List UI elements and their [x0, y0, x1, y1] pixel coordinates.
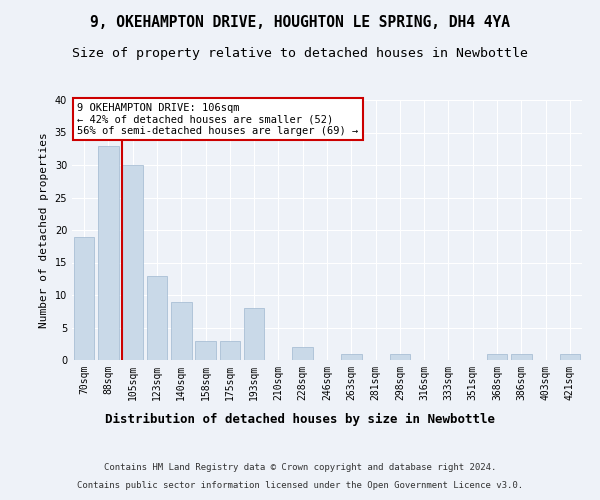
Bar — [244, 308, 265, 360]
Bar — [389, 354, 410, 360]
Bar — [98, 146, 119, 360]
Text: 9 OKEHAMPTON DRIVE: 106sqm
← 42% of detached houses are smaller (52)
56% of semi: 9 OKEHAMPTON DRIVE: 106sqm ← 42% of deta… — [77, 102, 358, 136]
Bar — [146, 276, 167, 360]
Text: Contains HM Land Registry data © Crown copyright and database right 2024.: Contains HM Land Registry data © Crown c… — [104, 462, 496, 471]
Y-axis label: Number of detached properties: Number of detached properties — [39, 132, 49, 328]
Bar — [341, 354, 362, 360]
Bar — [560, 354, 580, 360]
Bar — [122, 165, 143, 360]
Bar — [220, 340, 240, 360]
Bar — [292, 347, 313, 360]
Text: Contains public sector information licensed under the Open Government Licence v3: Contains public sector information licen… — [77, 481, 523, 490]
Bar — [195, 340, 216, 360]
Bar — [171, 302, 191, 360]
Bar — [511, 354, 532, 360]
Text: Distribution of detached houses by size in Newbottle: Distribution of detached houses by size … — [105, 412, 495, 426]
Text: 9, OKEHAMPTON DRIVE, HOUGHTON LE SPRING, DH4 4YA: 9, OKEHAMPTON DRIVE, HOUGHTON LE SPRING,… — [90, 15, 510, 30]
Bar — [74, 236, 94, 360]
Text: Size of property relative to detached houses in Newbottle: Size of property relative to detached ho… — [72, 48, 528, 60]
Bar — [487, 354, 508, 360]
